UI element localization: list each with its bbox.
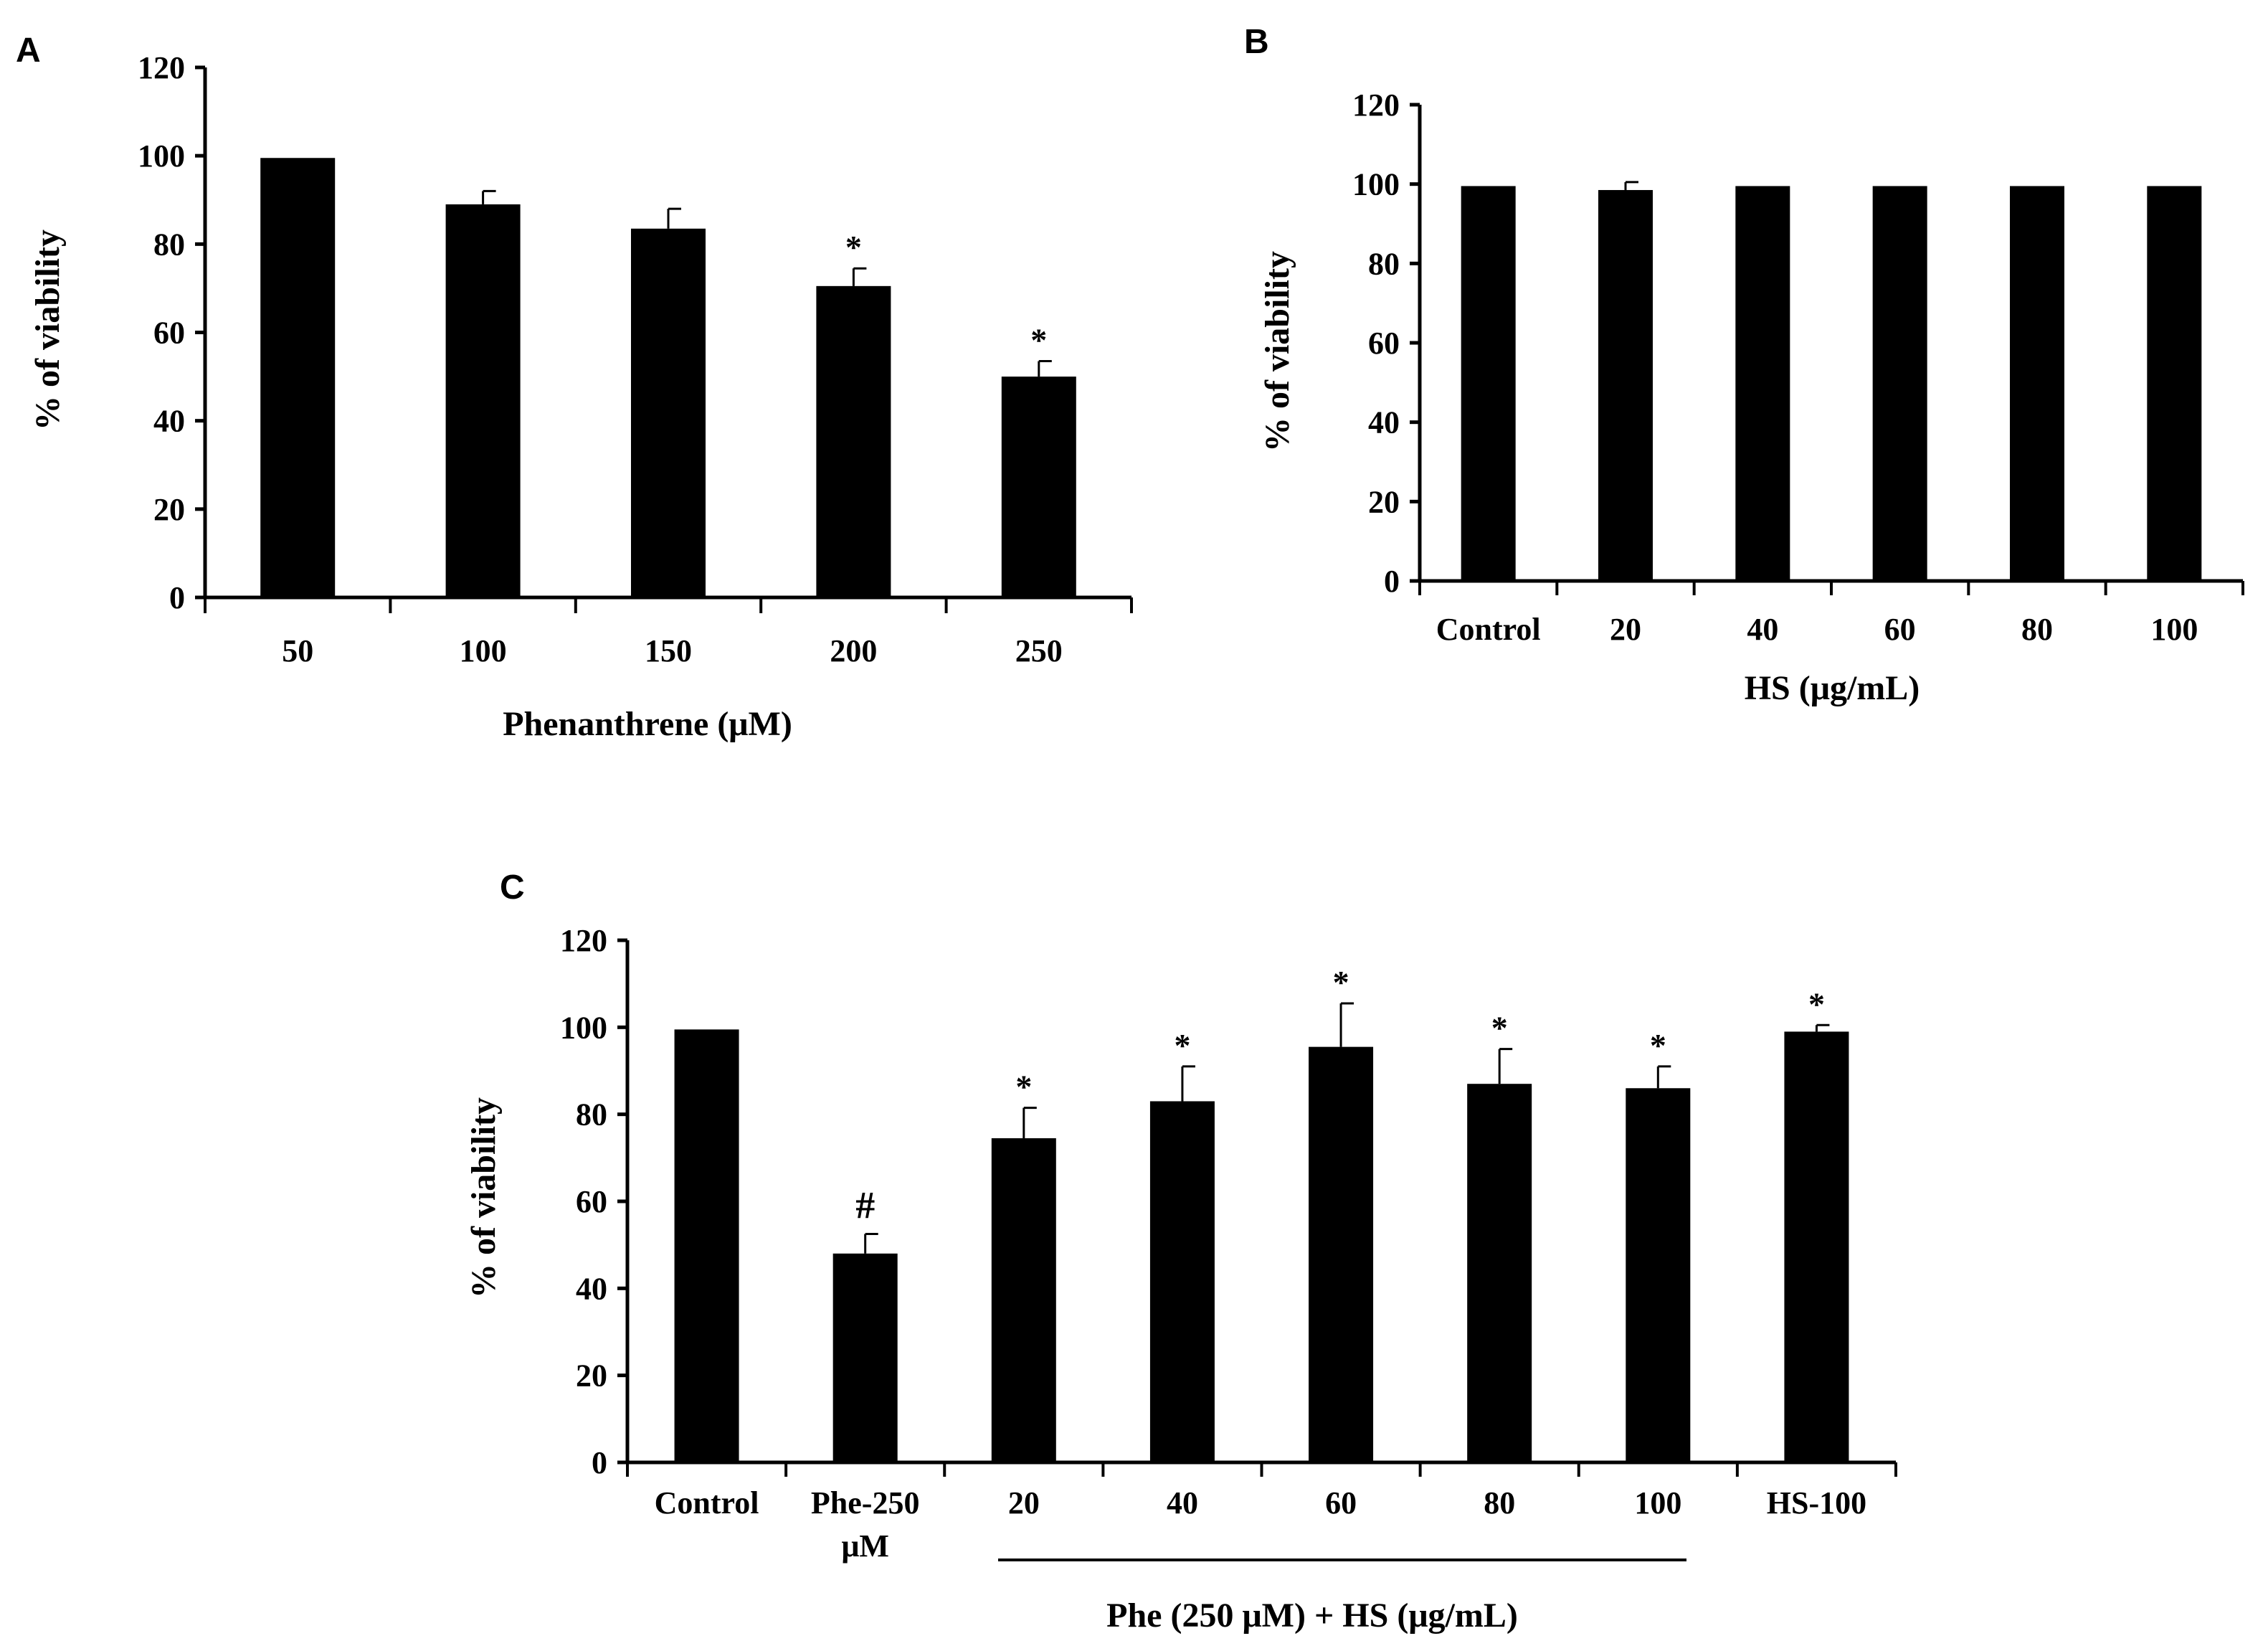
y-tick-label: 20 [153, 492, 185, 527]
bar-b-3 [1872, 186, 1927, 581]
x-tick-label: 20 [1610, 612, 1641, 647]
x-tick-label: 60 [1884, 612, 1916, 647]
bar-a-4 [1001, 377, 1076, 597]
y-tick-label: 120 [560, 923, 607, 958]
y-tick-label: 120 [1352, 87, 1400, 123]
bar-b-4 [2010, 186, 2064, 581]
significance-hash: # [855, 1184, 875, 1227]
significance-star: * [1174, 1027, 1190, 1064]
panel-c: C 0 20 40 60 80 100 120 Control # Phe-250 μM * 20 * 40 *… [465, 869, 1897, 1635]
y-tick-label: 100 [138, 138, 185, 174]
y-tick-label: 40 [153, 404, 185, 439]
y-axis-title: % of viability [29, 230, 67, 430]
bar-b-1 [1598, 189, 1653, 581]
panel-letter-b: B [1244, 23, 1269, 61]
x-tick-label: 200 [830, 633, 877, 668]
bar-b-5 [2147, 186, 2202, 581]
y-tick-label: 80 [576, 1097, 607, 1132]
significance-star: * [1808, 985, 1825, 1022]
x-tick-label: Control [655, 1485, 759, 1520]
y-tick-label: 100 [1352, 167, 1400, 202]
x-tick-label: 80 [1484, 1485, 1515, 1520]
x-tick-label: 100 [460, 633, 507, 668]
bar-a-2 [631, 228, 706, 597]
y-tick-label: 0 [169, 580, 185, 615]
panel-letter-a: A [16, 32, 41, 70]
y-tick-label: 60 [576, 1184, 607, 1219]
bar-a-3 [816, 285, 891, 597]
y-tick-label: 80 [1368, 246, 1400, 281]
x-tick-label: μM [841, 1528, 888, 1564]
bar-c-0 [674, 1029, 739, 1462]
x-tick-label: Control [1436, 612, 1541, 647]
x-tick-label: 60 [1325, 1485, 1357, 1520]
bar-c-5 [1467, 1084, 1532, 1462]
x-tick-label: HS-100 [1767, 1485, 1866, 1520]
significance-star: * [1030, 322, 1047, 359]
y-tick-label: 20 [576, 1358, 607, 1394]
x-tick-label: 40 [1747, 612, 1778, 647]
y-tick-label: 40 [576, 1271, 607, 1306]
bar-c-4 [1309, 1046, 1374, 1462]
x-tick-label: 100 [2150, 612, 2198, 647]
significance-star: * [1015, 1069, 1032, 1105]
panel-a: A 0 20 40 60 80 100 120 50 100 150 * 200 * 250 Phenanth… [16, 32, 1133, 743]
bar-c-6 [1626, 1088, 1691, 1462]
y-tick-label: 80 [153, 227, 185, 262]
x-axis-title: Phenanthrene (μM) [503, 705, 792, 743]
significance-star: * [1650, 1027, 1666, 1064]
significance-star: * [1491, 1010, 1508, 1046]
x-tick-label: Phe-250 [811, 1485, 920, 1520]
bar-b-0 [1461, 186, 1516, 581]
panel-b: B 0 20 40 60 80 100 120 Control 20 40 60 80 100 HS (μg… [1244, 23, 2244, 707]
bar-a-0 [260, 158, 336, 597]
y-tick-label: 100 [560, 1010, 607, 1045]
bar-b-2 [1735, 186, 1790, 581]
y-axis-title: % of viability [1258, 251, 1296, 452]
significance-star: * [1333, 964, 1349, 1001]
y-tick-label: 40 [1368, 405, 1400, 440]
bar-c-2 [991, 1138, 1056, 1462]
y-tick-label: 20 [1368, 484, 1400, 519]
x-tick-label: 40 [1167, 1485, 1198, 1520]
y-axis-title: % of viability [465, 1097, 503, 1298]
y-tick-label: 120 [138, 50, 185, 85]
bar-c-3 [1149, 1101, 1215, 1462]
y-tick-label: 60 [153, 316, 185, 351]
x-tick-label: 150 [645, 633, 692, 668]
x-tick-label: 100 [1634, 1485, 1681, 1520]
x-tick-label: 20 [1008, 1485, 1040, 1520]
x-axis-title: Phe (250 μM) + HS (μg/mL) [1106, 1597, 1518, 1635]
bar-c-7 [1784, 1031, 1849, 1462]
x-tick-label: 250 [1015, 633, 1063, 668]
bar-a-1 [445, 204, 521, 597]
y-tick-label: 0 [1384, 564, 1400, 599]
significance-star: * [845, 229, 862, 265]
x-tick-label: 50 [282, 633, 313, 668]
y-tick-label: 0 [592, 1445, 607, 1480]
x-axis-title: HS (μg/mL) [1745, 669, 1920, 707]
x-tick-label: 80 [2021, 612, 2053, 647]
panel-letter-c: C [500, 869, 525, 907]
bar-c-1 [832, 1253, 898, 1462]
y-tick-label: 60 [1368, 326, 1400, 361]
